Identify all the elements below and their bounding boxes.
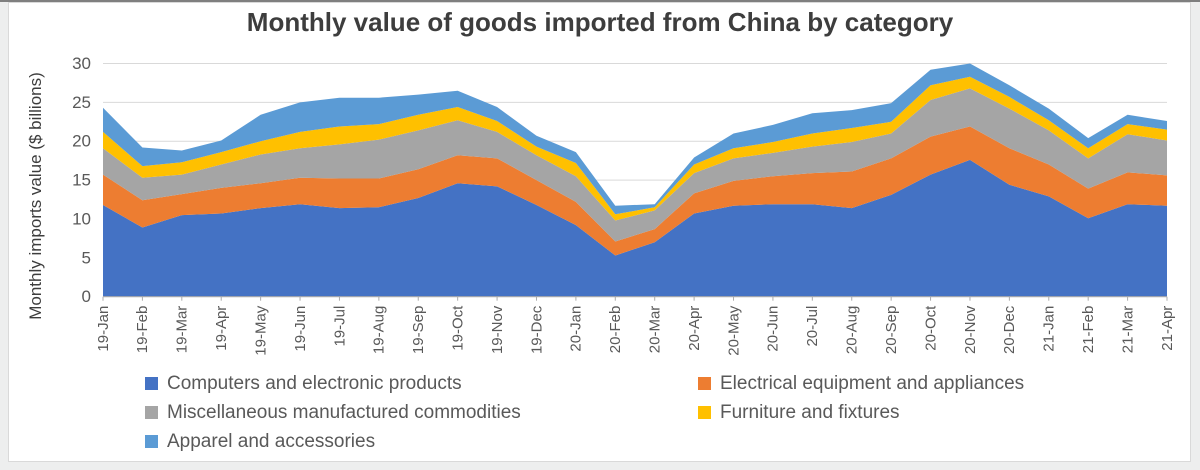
legend-item: Computers and electronic products (145, 373, 698, 395)
legend-label: Electrical equipment and appliances (720, 372, 1025, 394)
x-tick-label: 21-Mar (1119, 306, 1136, 354)
area-series-3 (103, 76, 1167, 221)
x-tick-label: 19-Feb (134, 306, 151, 354)
legend-label: Apparel and accessories (167, 430, 376, 452)
x-tick-label: 20-Oct (922, 305, 939, 351)
area-series-0 (103, 159, 1167, 297)
chart-title: Monthly value of goods imported from Chi… (246, 7, 954, 37)
area-series-2 (103, 88, 1167, 242)
x-tick-label: 20-Mar (647, 306, 664, 354)
x-tick-label: 20-Apr (686, 306, 703, 351)
legend-label: Miscellaneous manufactured commodities (167, 401, 521, 423)
area-series-4 (103, 63, 1167, 215)
x-tick-label: 19-Jul (331, 306, 348, 347)
y-tick-label: 15 (72, 171, 91, 190)
x-tick-label: 19-Mar (174, 306, 191, 354)
x-tick-label: 20-Aug (844, 306, 861, 354)
y-tick-label: 30 (72, 54, 91, 73)
x-tick-label: 21-Feb (1080, 306, 1097, 354)
y-tick-label: 25 (72, 93, 91, 112)
x-tick-label: 21-Apr (1159, 306, 1176, 351)
x-tick-label: 19-Apr (213, 306, 230, 351)
x-tick-label: 19-Oct (449, 305, 466, 351)
window-top-edge (0, 0, 1200, 2)
legend-swatch-icon (698, 406, 711, 419)
y-tick-label: 5 (82, 248, 91, 267)
x-tick-label: 19-Jun (292, 306, 309, 352)
x-tick-label: 19-Dec (528, 305, 545, 354)
x-tick-label: 20-Sep (883, 306, 900, 354)
x-tick-label: 20-Jan (568, 306, 585, 352)
area-series-1 (103, 126, 1167, 256)
legend-item: Electrical equipment and appliances (698, 373, 1024, 395)
legend-item: Miscellaneous manufactured commodities (145, 402, 698, 424)
legend-item: Apparel and accessories (145, 431, 698, 453)
x-tick-label: 19-May (252, 305, 269, 356)
y-tick-label: 0 (82, 287, 91, 306)
x-tick-label: 20-Jun (765, 306, 782, 352)
legend-swatch-icon (145, 377, 158, 390)
legend-swatch-icon (698, 377, 711, 390)
y-tick-label: 20 (72, 132, 91, 151)
x-tick-label: 19-Jan (95, 306, 112, 352)
x-tick-label: 20-Jul (804, 306, 821, 347)
x-tick-label: 19-Aug (371, 306, 388, 354)
legend-label: Furniture and fixtures (720, 401, 900, 423)
x-tick-label: 20-Dec (1001, 305, 1018, 354)
x-tick-label: 20-May (725, 305, 742, 356)
x-tick-label: 19-Sep (410, 306, 427, 354)
x-tick-label: 19-Nov (489, 305, 506, 354)
x-tick-label: 21-Jan (1041, 306, 1058, 352)
x-tick-label: 20-Nov (962, 305, 979, 354)
legend-swatch-icon (145, 435, 158, 448)
legend-item: Furniture and fixtures (698, 402, 1024, 424)
x-tick-label: 20-Feb (607, 306, 624, 354)
legend-label: Computers and electronic products (167, 372, 462, 394)
legend-swatch-icon (145, 406, 158, 419)
legend: Computers and electronic products Electri… (145, 369, 1024, 456)
y-tick-label: 10 (72, 209, 91, 228)
